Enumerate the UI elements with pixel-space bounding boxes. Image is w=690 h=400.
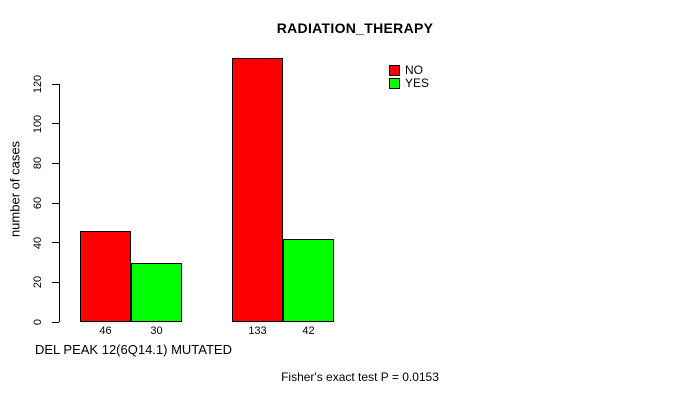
legend-item-yes: YES [389, 77, 429, 90]
bar-yes-group2 [283, 238, 334, 322]
bar-yes-group1 [131, 262, 182, 322]
legend-swatch [389, 65, 400, 76]
legend: NO YES [389, 64, 429, 90]
bar-value-label: 30 [150, 325, 163, 337]
bar-no-group1 [80, 230, 131, 322]
x-axis-label: DEL PEAK 12(6Q14.1) MUTATED [35, 342, 232, 357]
bar-value-label: 133 [248, 325, 267, 337]
y-tick-label: 120 [32, 74, 44, 94]
y-tick-mark [52, 202, 59, 204]
y-tick-label: 80 [32, 157, 44, 170]
fisher-test-annotation: Fisher's exact test P = 0.0153 [281, 370, 439, 384]
y-tick-label: 20 [32, 276, 44, 289]
bar-value-label: 46 [99, 325, 112, 337]
legend-label: NO [405, 63, 423, 77]
y-tick-mark [52, 242, 59, 244]
y-tick-label: 100 [32, 114, 44, 133]
bar-value-label: 42 [302, 325, 315, 337]
y-tick-label: 0 [32, 318, 44, 326]
y-axis-line [59, 84, 60, 322]
legend-swatch [389, 78, 400, 89]
bar-no-group2 [232, 58, 283, 322]
y-tick-mark [52, 281, 59, 283]
legend-label: YES [405, 76, 430, 90]
y-tick-mark [52, 162, 59, 164]
y-axis-label: number of cases [7, 140, 23, 238]
y-tick-mark [52, 321, 59, 323]
chart-title: RADIATION_THERAPY [276, 20, 434, 36]
y-tick-label: 60 [32, 196, 44, 210]
y-tick-mark [52, 83, 59, 85]
y-tick-label: 40 [32, 236, 44, 249]
legend-item-no: NO [389, 64, 429, 77]
y-tick-mark [52, 123, 59, 125]
